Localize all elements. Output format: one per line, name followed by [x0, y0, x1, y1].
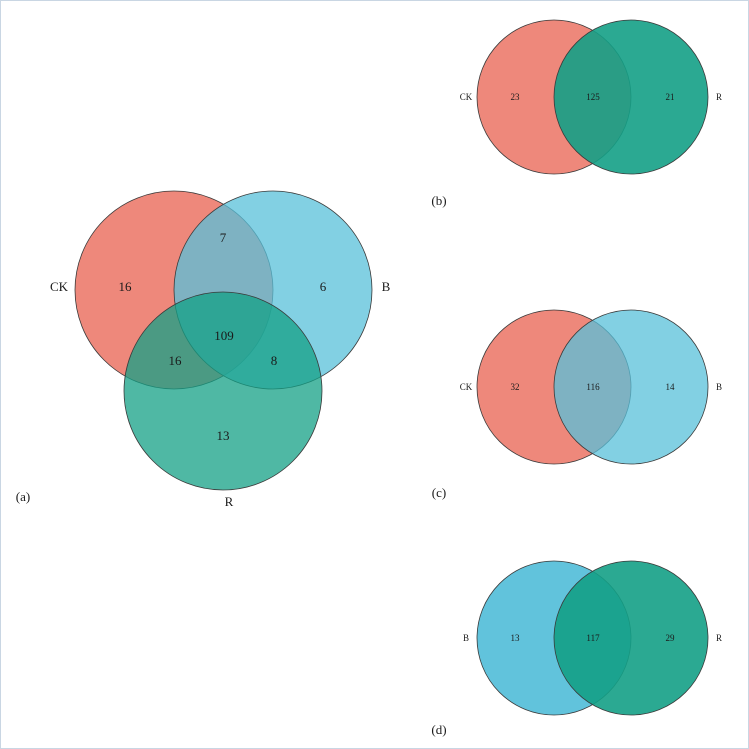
count-b-r: 8 [271, 353, 278, 368]
count-ck-b: 7 [220, 230, 227, 245]
venn-panel-c: CK B 32 116 14 (c) [432, 309, 722, 500]
count-left-only-d: 13 [511, 633, 521, 643]
count-b-only: 6 [320, 279, 327, 294]
set-label-left-d: B [463, 633, 469, 643]
set-label-right-b: R [716, 92, 722, 102]
set-label-r: R [225, 494, 234, 509]
count-overlap-b: 125 [586, 92, 600, 102]
count-ck-r: 16 [169, 353, 183, 368]
set-label-right-d: R [716, 633, 722, 643]
count-left-only-c: 32 [511, 382, 520, 392]
set-b-circle-c [553, 309, 709, 465]
set-label-right-c: B [716, 382, 722, 392]
panel-label-c: (c) [432, 485, 446, 500]
set-label-left-b: CK [460, 92, 473, 102]
set-r-circle [123, 291, 323, 491]
venn-panel-a: CK B R 16 6 13 7 16 8 109 (a) [16, 190, 391, 509]
count-right-only-d: 29 [666, 633, 676, 643]
count-overlap-c: 116 [586, 382, 600, 392]
count-r-only: 13 [217, 428, 230, 443]
set-label-b: B [382, 279, 391, 294]
set-label-left-c: CK [460, 382, 473, 392]
set-r-circle-b [553, 19, 709, 175]
venn-panel-d: B R 13 117 29 (d) [431, 560, 722, 737]
venn-panel-b: CK R 23 125 21 (b) [431, 19, 722, 208]
count-all: 109 [214, 328, 234, 343]
count-right-only-c: 14 [666, 382, 676, 392]
count-ck-only: 16 [119, 279, 133, 294]
count-right-only-b: 21 [666, 92, 675, 102]
count-overlap-d: 117 [586, 633, 600, 643]
set-r-circle-d [553, 560, 709, 716]
panel-label-d: (d) [431, 722, 446, 737]
panel-label-b: (b) [431, 193, 446, 208]
panel-label-a: (a) [16, 489, 30, 504]
set-label-ck: CK [50, 279, 69, 294]
count-left-only-b: 23 [511, 92, 521, 102]
